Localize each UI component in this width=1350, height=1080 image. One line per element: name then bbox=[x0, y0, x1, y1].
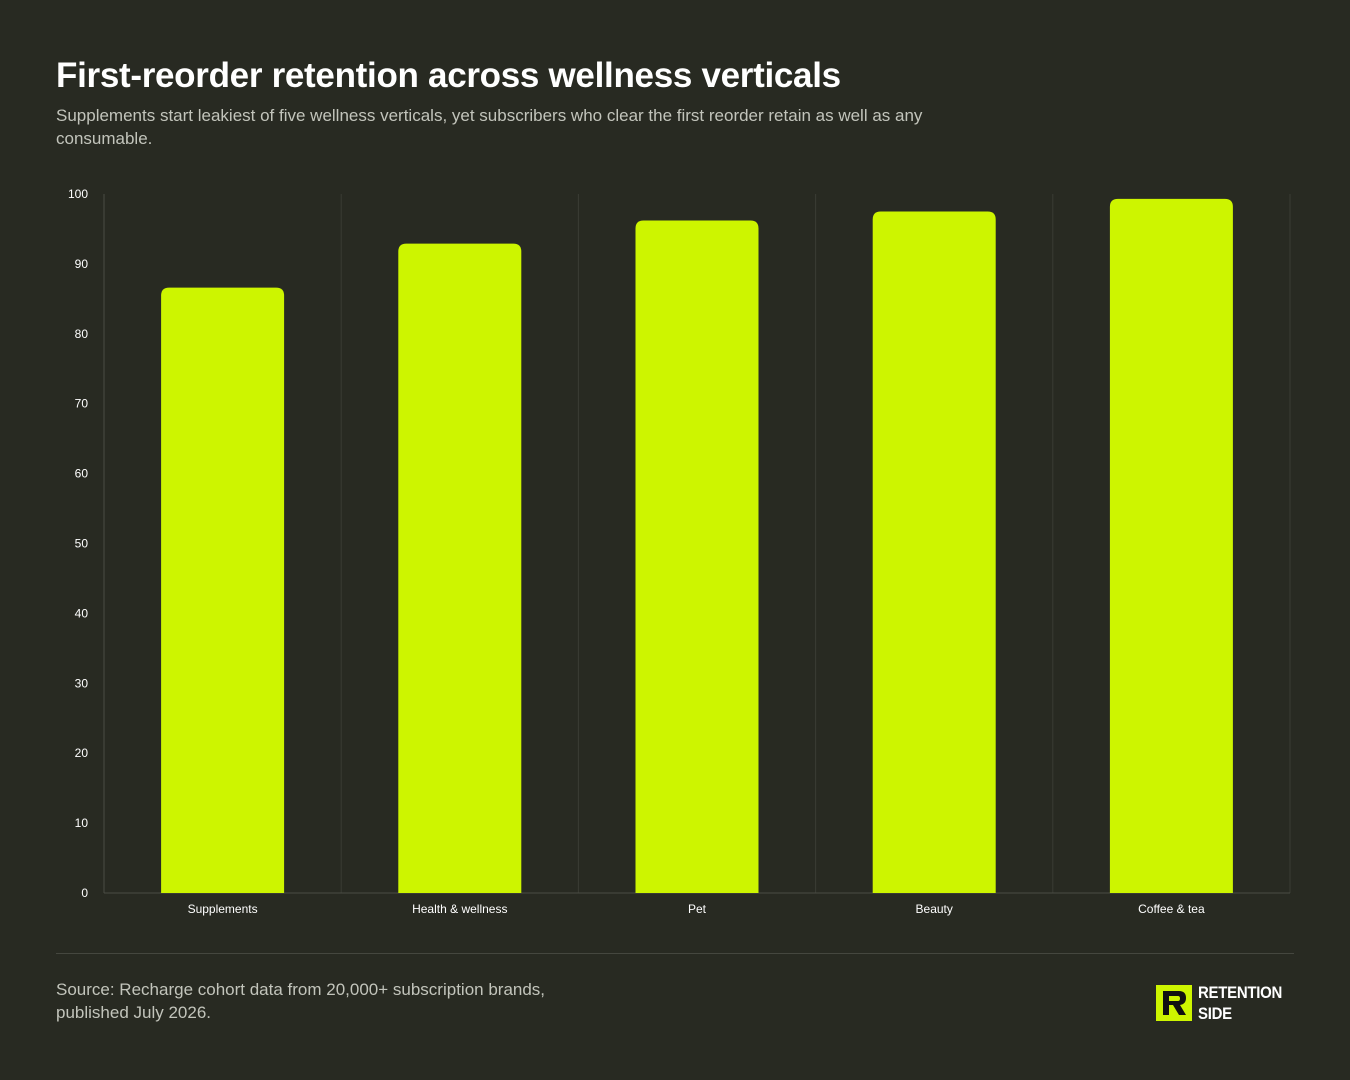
bar bbox=[872, 211, 996, 894]
y-tick-label: 40 bbox=[75, 606, 89, 620]
chart-title: First-reorder retention across wellness … bbox=[56, 56, 841, 95]
x-tick-label: Supplements bbox=[188, 902, 258, 916]
y-tick-label: 20 bbox=[75, 746, 89, 760]
brand-logo: RETENTION SIDE bbox=[1156, 982, 1294, 1024]
y-tick-label: 10 bbox=[75, 816, 89, 830]
x-tick-label: Beauty bbox=[916, 902, 953, 916]
x-tick-label: Health & wellness bbox=[412, 902, 507, 916]
y-tick-label: 80 bbox=[75, 327, 89, 341]
y-tick-label: 0 bbox=[81, 886, 88, 900]
bar bbox=[1109, 198, 1233, 893]
y-tick-label: 90 bbox=[75, 257, 89, 271]
chart-subtitle: Supplements start leakiest of five welln… bbox=[56, 106, 923, 148]
bar-chart: 0 10 20 30 40 50 60 70 80 90 100 Supplements Health … bbox=[68, 187, 1291, 916]
footer-divider bbox=[56, 953, 1294, 954]
source-note: Source: Recharge cohort data from 20,000… bbox=[56, 980, 546, 1022]
bar bbox=[161, 287, 285, 893]
y-tick-label: 50 bbox=[75, 537, 89, 551]
r-logo-icon bbox=[1156, 985, 1193, 1021]
bar bbox=[635, 220, 759, 893]
brand-wordmark: RETENTION SIDE bbox=[1198, 982, 1282, 1024]
brand-line-2: SIDE bbox=[1198, 1004, 1233, 1023]
bar bbox=[398, 243, 522, 893]
x-tick-label: Pet bbox=[688, 902, 707, 916]
x-tick-label: Coffee & tea bbox=[1138, 902, 1205, 916]
y-tick-label: 60 bbox=[75, 467, 89, 481]
brand-line-1: RETENTION bbox=[1198, 983, 1283, 1002]
y-tick-label: 30 bbox=[75, 676, 89, 690]
y-tick-label: 100 bbox=[68, 187, 88, 201]
y-tick-label: 70 bbox=[75, 397, 89, 411]
